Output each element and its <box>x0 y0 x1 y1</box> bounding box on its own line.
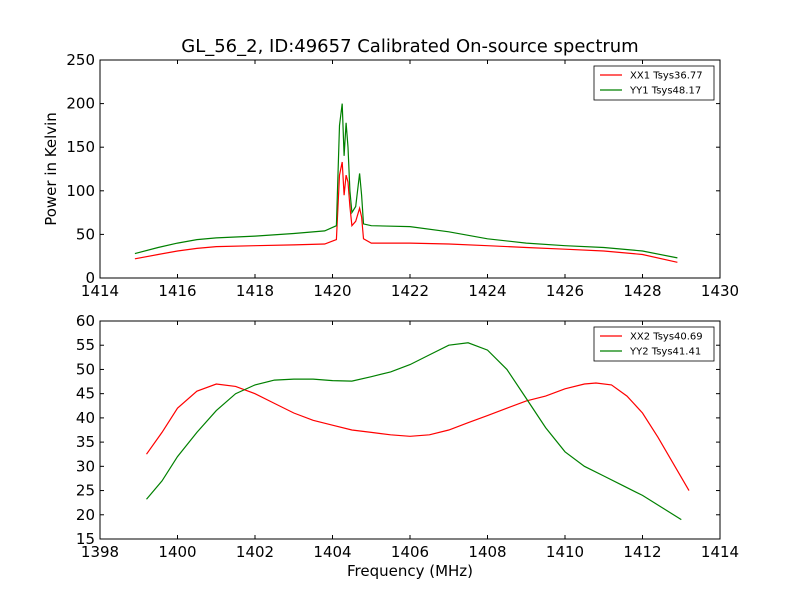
top-legend-label-2: YY1 Tsys48.17 <box>629 86 701 97</box>
bottom-xtick-label: 1402 <box>236 543 274 561</box>
top-ytick-label: 200 <box>66 95 95 113</box>
bottom-xtick-label: 1400 <box>158 543 196 561</box>
top-ytick-label: 50 <box>76 225 95 243</box>
top-xtick-label: 1420 <box>313 282 351 300</box>
top-series-line-2 <box>134 103 678 259</box>
top-series-line-1 <box>134 161 678 263</box>
bottom-xtick-label: 1398 <box>81 543 119 561</box>
bottom-ytick-label: 35 <box>76 433 95 451</box>
bottom-series-line-1 <box>146 382 690 491</box>
bottom-xlabel: Frequency (MHz) <box>347 562 473 580</box>
bottom-ytick-label: 45 <box>76 385 95 403</box>
bottom-ytick-label: 15 <box>76 530 95 548</box>
top-xtick-label: 1414 <box>81 282 119 300</box>
bottom-ytick-label: 55 <box>76 336 95 354</box>
top-xtick-label: 1430 <box>701 282 739 300</box>
bottom-xtick-label: 1410 <box>546 543 584 561</box>
top-xtick-label: 1416 <box>158 282 196 300</box>
bottom-xtick-label: 1414 <box>701 543 739 561</box>
figure-title: GL_56_2, ID:49657 Calibrated On-source s… <box>181 36 638 57</box>
top-xtick-label: 1428 <box>623 282 661 300</box>
bottom-xtick-label: 1412 <box>623 543 661 561</box>
top-xtick-label: 1418 <box>236 282 274 300</box>
top-ytick-label: 100 <box>66 182 95 200</box>
bottom-ytick-label: 40 <box>76 409 95 427</box>
top-legend-label-1: XX1 Tsys36.77 <box>630 71 703 82</box>
bottom-ytick-label: 60 <box>76 312 95 330</box>
bottom-legend: XX2 Tsys40.69 YY2 Tsys41.41 <box>593 326 715 362</box>
bottom-series-line-2 <box>146 342 682 521</box>
top-ylabel: Power in Kelvin <box>42 112 60 226</box>
bottom-xtick-label: 1404 <box>313 543 351 561</box>
top-ytick-label: 0 <box>85 269 95 287</box>
bottom-xtick-label: 1408 <box>468 543 506 561</box>
bottom-legend-label-1: XX2 Tsys40.69 <box>630 332 703 343</box>
bottom-legend-box <box>593 326 715 362</box>
bottom-ytick-label: 25 <box>76 482 95 500</box>
top-ytick-label: 150 <box>66 138 95 156</box>
top-legend-box <box>593 65 715 101</box>
top-xtick-label: 1422 <box>391 282 429 300</box>
bottom-ytick-label: 20 <box>76 506 95 524</box>
bottom-legend-label-2: YY2 Tsys41.41 <box>629 347 701 358</box>
bottom-ytick-label: 30 <box>76 457 95 475</box>
top-xtick-label: 1426 <box>546 282 584 300</box>
top-legend: XX1 Tsys36.77 YY1 Tsys48.17 <box>593 65 715 101</box>
bottom-panel: Frequency (MHz) 1398 1400 1402 1404 1406 1408… <box>76 312 739 580</box>
top-xtick-label: 1424 <box>468 282 506 300</box>
bottom-xtick-label: 1406 <box>391 543 429 561</box>
bottom-ytick-label: 50 <box>76 360 95 378</box>
top-ytick-label: 250 <box>66 51 95 69</box>
top-panel: Power in Kelvin 1414 1416 1418 1420 1422 1424… <box>42 51 739 300</box>
